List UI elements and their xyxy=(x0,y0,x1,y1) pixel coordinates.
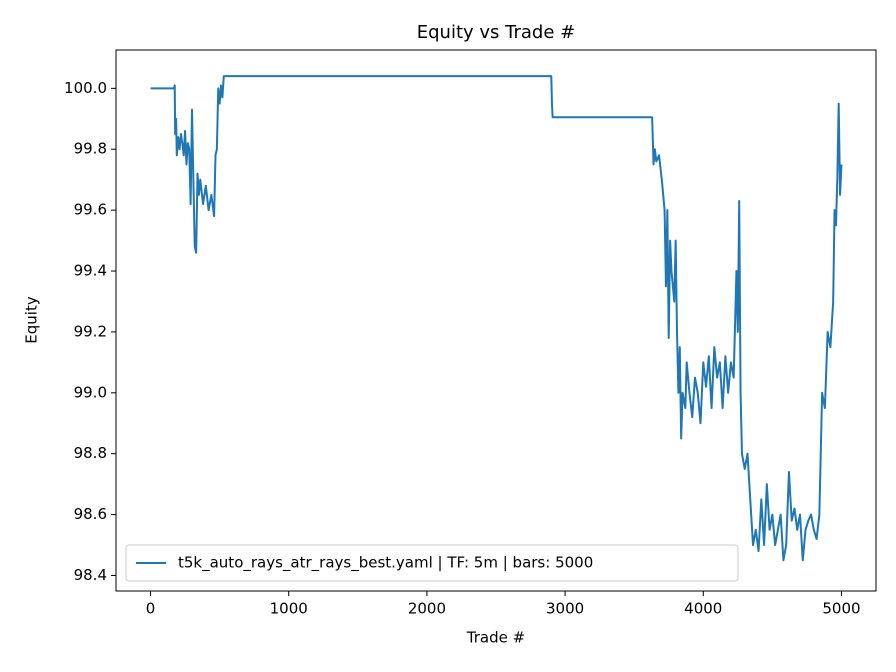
x-tick-label: 3000 xyxy=(546,600,584,618)
y-tick-label: 98.6 xyxy=(74,505,107,523)
y-tick-label: 98.8 xyxy=(74,444,107,462)
chart-title: Equity vs Trade # xyxy=(417,22,575,43)
y-tick-label: 98.4 xyxy=(74,566,107,584)
y-tick-label: 99.2 xyxy=(74,322,107,340)
legend-box xyxy=(125,544,739,582)
line-series xyxy=(150,75,843,562)
legend-label: t5k_auto_rays_atr_rays_best.yaml | TF: 5… xyxy=(178,554,593,573)
axes-frame xyxy=(115,49,877,592)
y-tick-label: 99.6 xyxy=(74,201,107,219)
x-tick-label: 1000 xyxy=(270,600,308,618)
y-tick-label: 100.0 xyxy=(64,79,107,97)
x-tick-label: 5000 xyxy=(822,600,860,618)
y-tick-label: 99.0 xyxy=(74,383,107,401)
y-tick-label: 99.8 xyxy=(74,140,107,158)
y-tick-label: 99.4 xyxy=(74,262,107,280)
x-tick-label: 0 xyxy=(146,600,156,618)
y-axis-label: Equity xyxy=(23,296,41,344)
x-axis-label: Trade # xyxy=(466,629,525,647)
x-tick-label: 2000 xyxy=(408,600,446,618)
x-tick-label: 4000 xyxy=(684,600,722,618)
